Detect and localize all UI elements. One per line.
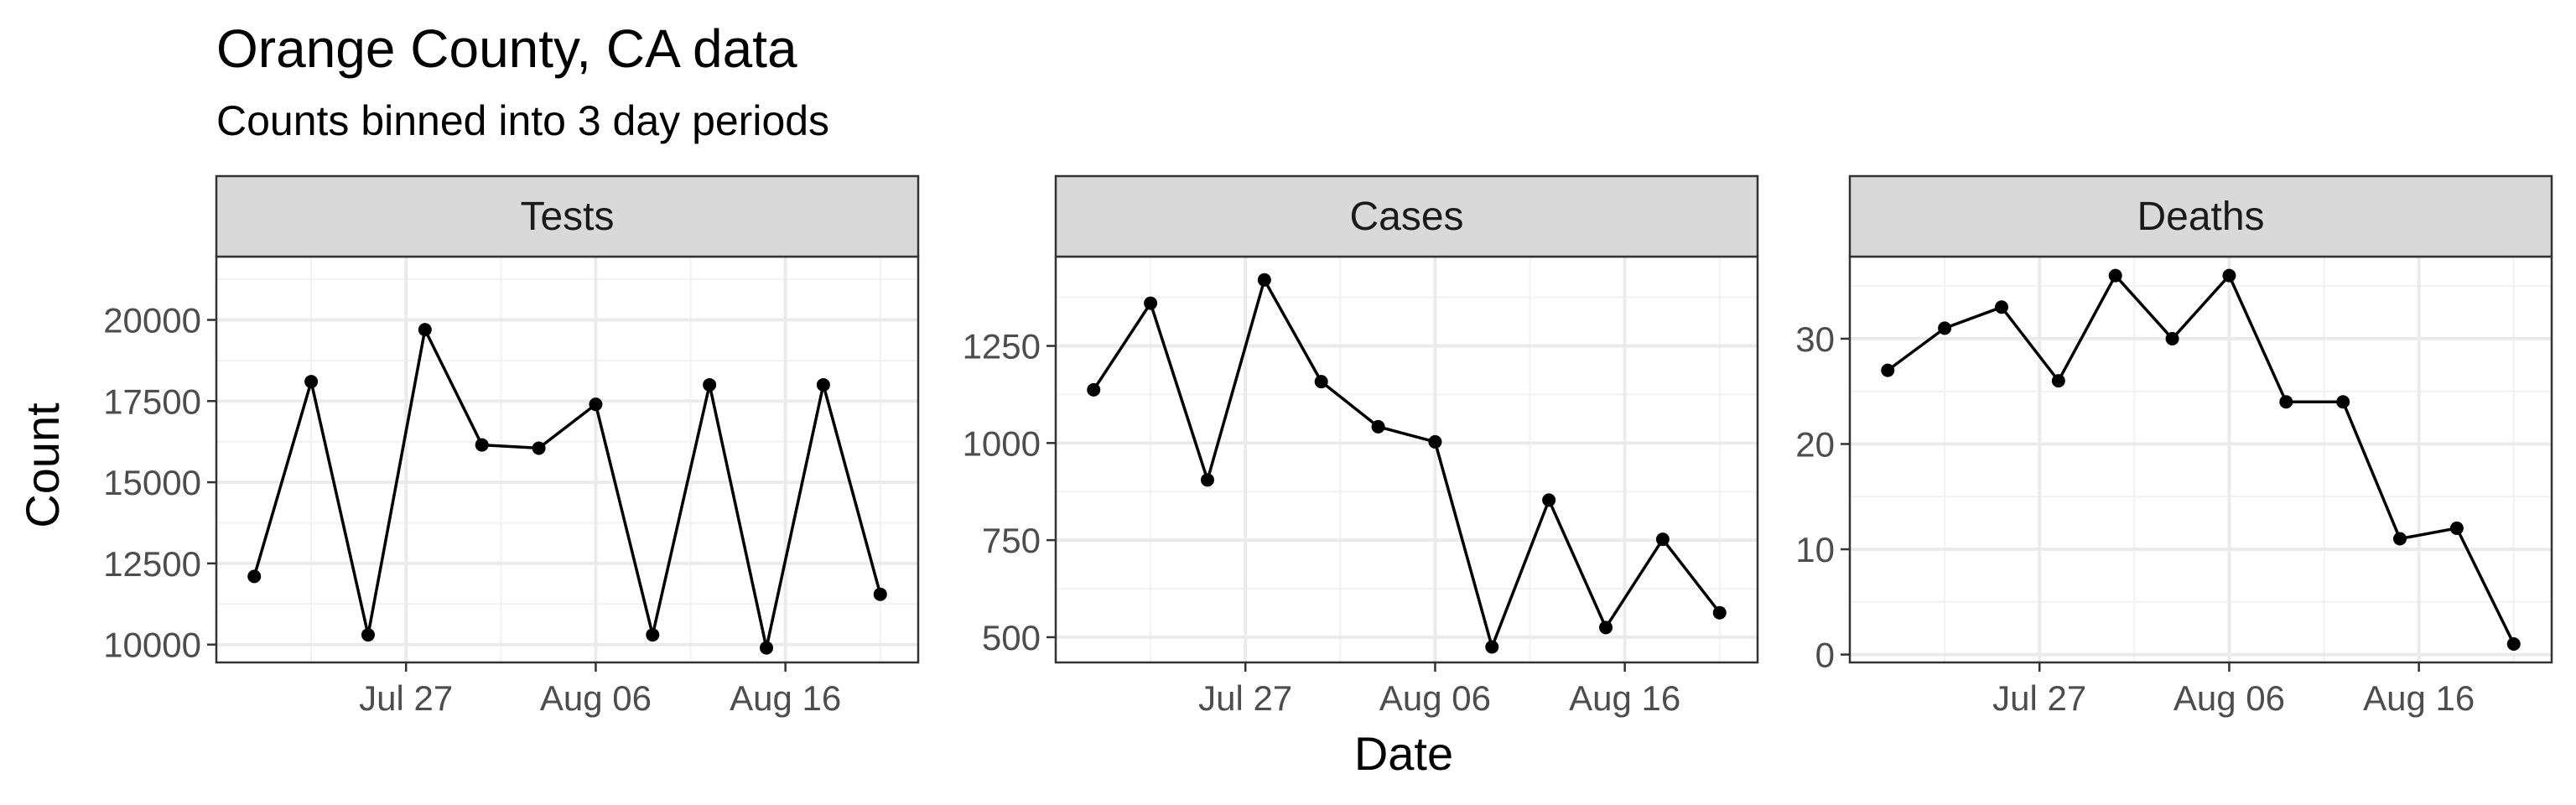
data-point — [475, 438, 489, 452]
data-point — [646, 628, 660, 642]
data-point — [1542, 493, 1556, 507]
data-point — [1428, 434, 1442, 449]
data-point — [816, 377, 830, 392]
panel-cases: Cases 500 750 1000 1250 Jul 27 Aug 06 Aug 16 — [963, 174, 1759, 718]
data-point — [703, 377, 717, 392]
y-tick-label: 1250 — [963, 327, 1041, 366]
data-point — [760, 641, 774, 655]
data-point — [1314, 375, 1328, 389]
data-point — [1881, 363, 1895, 377]
x-tick-label: Aug 16 — [730, 678, 841, 718]
x-axis-title: Date — [1354, 727, 1453, 780]
data-point — [1599, 621, 1613, 635]
y-tick-label: 10000 — [103, 626, 201, 665]
y-axis-title: Count — [16, 402, 69, 528]
facet-strip-label: Cases — [1349, 195, 1463, 239]
y-tick-label: 12500 — [103, 544, 201, 584]
panel-tests: Tests 10000 12500 15000 17500 20000 Jul 27 Aug … — [103, 174, 920, 718]
data-point — [532, 441, 546, 455]
data-point — [2393, 532, 2407, 546]
data-point — [2108, 268, 2122, 283]
panel-background — [216, 257, 918, 662]
data-point — [1200, 473, 1214, 487]
y-tick-label: 20 — [1795, 424, 1835, 464]
facet-strip-label: Tests — [520, 195, 614, 239]
data-point — [1144, 296, 1158, 310]
data-point — [2051, 374, 2065, 388]
x-tick-label: Jul 27 — [1992, 678, 2086, 718]
x-tick-label: Jul 27 — [1198, 678, 1292, 718]
y-tick-label: 30 — [1795, 319, 1835, 359]
y-tick-label: 750 — [982, 521, 1041, 560]
data-point — [1371, 419, 1385, 434]
data-point — [418, 323, 432, 337]
data-point — [1938, 321, 1952, 335]
x-tick-label: Jul 27 — [359, 678, 453, 718]
y-tick-label: 500 — [982, 618, 1041, 657]
facet-strip — [1054, 174, 1759, 258]
panel-deaths: Deaths 0 10 20 30 Jul 27 Aug 06 Aug 16 — [1795, 174, 2553, 718]
y-tick-label: 17500 — [103, 382, 201, 421]
y-tick-label: 15000 — [103, 463, 201, 502]
data-point — [2279, 395, 2293, 409]
data-point — [2222, 268, 2236, 283]
data-point — [873, 587, 887, 601]
data-point — [1712, 605, 1727, 620]
data-point — [247, 569, 262, 584]
y-tick-label: 10 — [1795, 530, 1835, 569]
data-point — [2165, 331, 2179, 345]
panel-background — [1056, 257, 1758, 662]
facet-strip — [215, 174, 920, 258]
y-tick-label: 20000 — [103, 301, 201, 340]
x-tick-label: Aug 16 — [2363, 678, 2475, 718]
data-point — [2449, 521, 2464, 535]
facet-strip — [1848, 174, 2553, 258]
y-tick-label: 1000 — [963, 423, 1041, 463]
x-tick-label: Aug 06 — [540, 678, 652, 718]
data-point — [1655, 532, 1670, 547]
panel-background — [1850, 257, 2552, 662]
data-point — [1087, 382, 1101, 397]
data-point — [2336, 395, 2350, 409]
series-line-deaths — [1887, 273, 2516, 645]
facet-strip-label: Deaths — [2137, 195, 2264, 239]
data-point — [1994, 300, 2008, 314]
x-tick-label: Aug 06 — [2174, 678, 2285, 718]
data-point — [2506, 637, 2521, 652]
series-line-tests — [252, 328, 882, 650]
data-point — [1257, 273, 1271, 287]
y-tick-label: 0 — [1815, 636, 1835, 675]
chart-subtitle: Counts binned into 3 day periods — [216, 97, 830, 144]
data-point — [361, 628, 375, 642]
x-tick-label: Aug 06 — [1379, 678, 1491, 718]
series-line-cases — [1092, 278, 1722, 649]
data-point — [304, 375, 319, 389]
data-point — [1485, 640, 1499, 654]
x-tick-label: Aug 16 — [1569, 678, 1680, 718]
chart-title: Orange County, CA data — [216, 18, 797, 79]
data-point — [589, 397, 603, 412]
